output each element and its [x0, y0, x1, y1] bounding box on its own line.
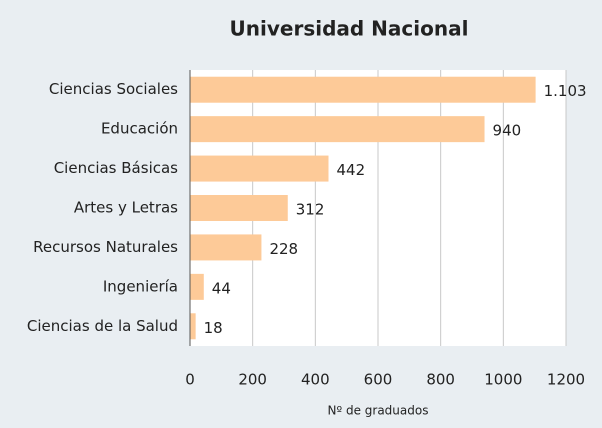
- bar: [190, 195, 288, 221]
- bar: [190, 313, 196, 340]
- y-tick-label: Recursos Naturales: [33, 238, 178, 256]
- y-tick-label: Ciencias Básicas: [54, 159, 178, 177]
- x-tick-label: 600: [364, 371, 393, 389]
- bar: [190, 76, 536, 103]
- x-tick-label: 200: [238, 371, 267, 389]
- value-label: 18: [204, 319, 223, 337]
- value-label: 312: [296, 201, 325, 219]
- x-tick-label: 400: [301, 371, 330, 389]
- y-tick-label: Ciencias Sociales: [49, 80, 178, 98]
- value-label: 442: [336, 161, 365, 179]
- y-tick-label: Ciencias de la Salud: [27, 317, 178, 335]
- value-label: 228: [269, 240, 298, 258]
- bar: [190, 234, 262, 261]
- chart-title: Universidad Nacional: [230, 17, 469, 41]
- value-label: 1.103: [544, 82, 587, 100]
- x-axis-label: Nº de graduados: [328, 404, 429, 418]
- y-tick-label: Educación: [101, 120, 178, 138]
- y-tick-label: Ingeniería: [103, 277, 178, 295]
- value-label: 940: [493, 122, 522, 140]
- value-label: 44: [212, 279, 231, 297]
- bar: [190, 116, 485, 143]
- x-tick-label: 1000: [484, 371, 522, 389]
- x-tick-label: 800: [426, 371, 455, 389]
- x-tick-label: 1200: [547, 371, 585, 389]
- y-tick-label: Artes y Letras: [74, 199, 178, 217]
- bar: [190, 155, 329, 182]
- x-tick-label: 0: [185, 371, 195, 389]
- bar: [190, 273, 204, 300]
